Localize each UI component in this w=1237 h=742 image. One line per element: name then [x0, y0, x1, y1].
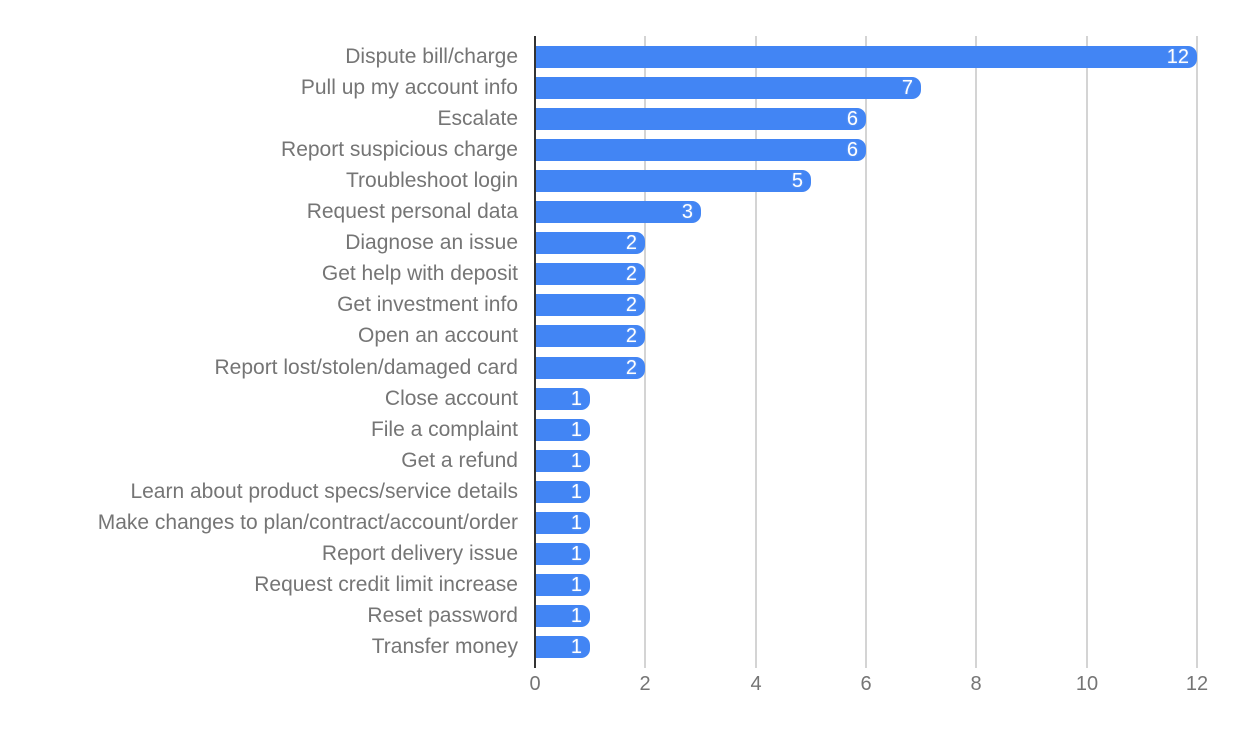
bar-value-label: 2	[625, 357, 637, 379]
tick-mark	[755, 660, 757, 668]
bar-value-label: 1	[570, 450, 582, 472]
bar: 1	[535, 636, 590, 658]
category-label: Report lost/stolen/damaged card	[214, 356, 518, 379]
category-label: Pull up my account info	[300, 76, 518, 99]
bar: 6	[535, 139, 866, 161]
tick-mark	[865, 660, 867, 668]
bar: 1	[535, 543, 590, 565]
gridline	[1196, 36, 1198, 666]
category-label: Make changes to plan/contract/account/or…	[97, 511, 518, 534]
bar-value-label: 1	[570, 574, 582, 596]
category-label: Troubleshoot login	[346, 169, 518, 192]
bar-value-label: 1	[570, 388, 582, 410]
bar-value-label: 3	[681, 201, 693, 223]
bar: 1	[535, 574, 590, 596]
x-axis-tick-label: 2	[639, 673, 651, 695]
x-axis-tick-label: 10	[1075, 673, 1099, 695]
bar-value-label: 1	[570, 512, 582, 534]
tick-mark	[975, 660, 977, 668]
bar-value-label: 2	[625, 325, 637, 347]
bar: 5	[535, 170, 811, 192]
bar-value-label: 2	[625, 232, 637, 254]
tick-mark	[1086, 660, 1088, 668]
bar: 1	[535, 481, 590, 503]
category-label: Dispute bill/charge	[345, 45, 518, 68]
gridline	[975, 36, 977, 666]
x-axis-tick-label: 8	[970, 673, 982, 695]
bar-value-label: 1	[570, 636, 582, 658]
category-label: Report delivery issue	[321, 542, 518, 565]
tick-mark	[1196, 660, 1198, 668]
bar-value-label: 12	[1166, 46, 1189, 68]
tick-mark	[644, 660, 646, 668]
category-label: Reset password	[367, 604, 518, 627]
bar-value-label: 2	[625, 294, 637, 316]
bar-value-label: 1	[570, 481, 582, 503]
bar-value-label: 2	[625, 263, 637, 285]
x-axis-tick-label: 4	[750, 673, 762, 695]
category-axis: Dispute bill/charge Pull up my account in…	[0, 36, 527, 666]
category-label: Learn about product specs/service detail…	[130, 480, 518, 503]
category-label: Get investment info	[337, 293, 518, 316]
bar: 2	[535, 232, 645, 254]
bar: 7	[535, 77, 921, 99]
bar: 1	[535, 512, 590, 534]
x-axis-tick-label: 0	[529, 673, 541, 695]
category-label: Request personal data	[306, 200, 518, 223]
category-label: Get a refund	[401, 449, 518, 472]
bar: 1	[535, 388, 590, 410]
bar: 1	[535, 450, 590, 472]
category-label: Open an account	[358, 324, 518, 347]
bar: 2	[535, 263, 645, 285]
bar-value-label: 7	[901, 77, 913, 99]
bar: 3	[535, 201, 701, 223]
category-label: File a complaint	[370, 418, 518, 441]
bar-value-label: 5	[791, 170, 803, 192]
category-label: Get help with deposit	[321, 262, 518, 285]
bar-value-label: 6	[846, 108, 858, 130]
bar-value-label: 1	[570, 543, 582, 565]
x-axis-tick-label: 12	[1185, 673, 1209, 695]
bar: 2	[535, 294, 645, 316]
plot-area: 0 2 4 6 8 10 12 12 7 6 6 5 3 2 2 2 2 2 1 1 1 1 1 1 1 1 1	[529, 36, 1208, 695]
bar: 12	[535, 46, 1197, 68]
bar: 2	[535, 325, 645, 347]
gridline	[755, 36, 757, 666]
bar: 6	[535, 108, 866, 130]
category-label: Close account	[384, 387, 518, 410]
bar: 1	[535, 419, 590, 441]
category-label: Escalate	[437, 107, 518, 130]
gridline	[865, 36, 867, 666]
bar: 2	[535, 357, 645, 379]
bar: 1	[535, 605, 590, 627]
category-label: Request credit limit increase	[254, 573, 518, 596]
bar-value-label: 1	[570, 419, 582, 441]
bar-value-label: 1	[570, 605, 582, 627]
gridline	[644, 36, 646, 666]
x-axis-tick-label: 6	[860, 673, 872, 695]
category-label: Transfer money	[371, 635, 518, 658]
gridline	[1086, 36, 1088, 666]
category-label: Report suspicious charge	[281, 138, 518, 161]
baseline-axis	[534, 36, 536, 668]
bar-value-label: 6	[846, 139, 858, 161]
category-label: Diagnose an issue	[345, 231, 518, 254]
